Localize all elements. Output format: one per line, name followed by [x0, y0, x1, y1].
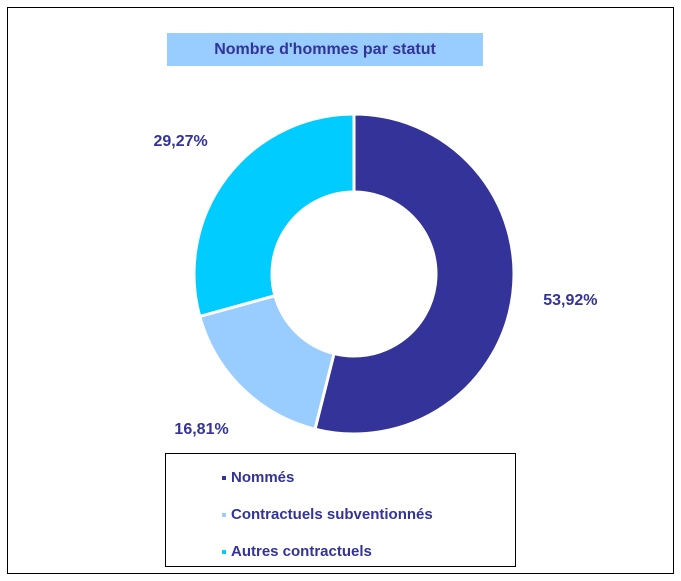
donut-slice — [313, 112, 516, 436]
data-label: 53,92% — [543, 292, 597, 309]
legend-label: Autres contractuels — [231, 543, 372, 560]
data-label: 16,81% — [174, 421, 228, 438]
legend-marker — [222, 476, 226, 480]
legend-label: Nommés — [231, 469, 294, 486]
legend-marker — [222, 550, 226, 554]
chart-title: Nombre d'hommes par statut — [214, 41, 436, 58]
donut-slice — [192, 112, 356, 319]
donut-slice — [197, 293, 336, 431]
legend-label: Contractuels subventionnés — [231, 506, 433, 523]
legend-box — [165, 453, 516, 567]
legend-marker — [222, 513, 226, 517]
title-background — [167, 33, 483, 66]
data-label: 29,27% — [153, 133, 207, 150]
